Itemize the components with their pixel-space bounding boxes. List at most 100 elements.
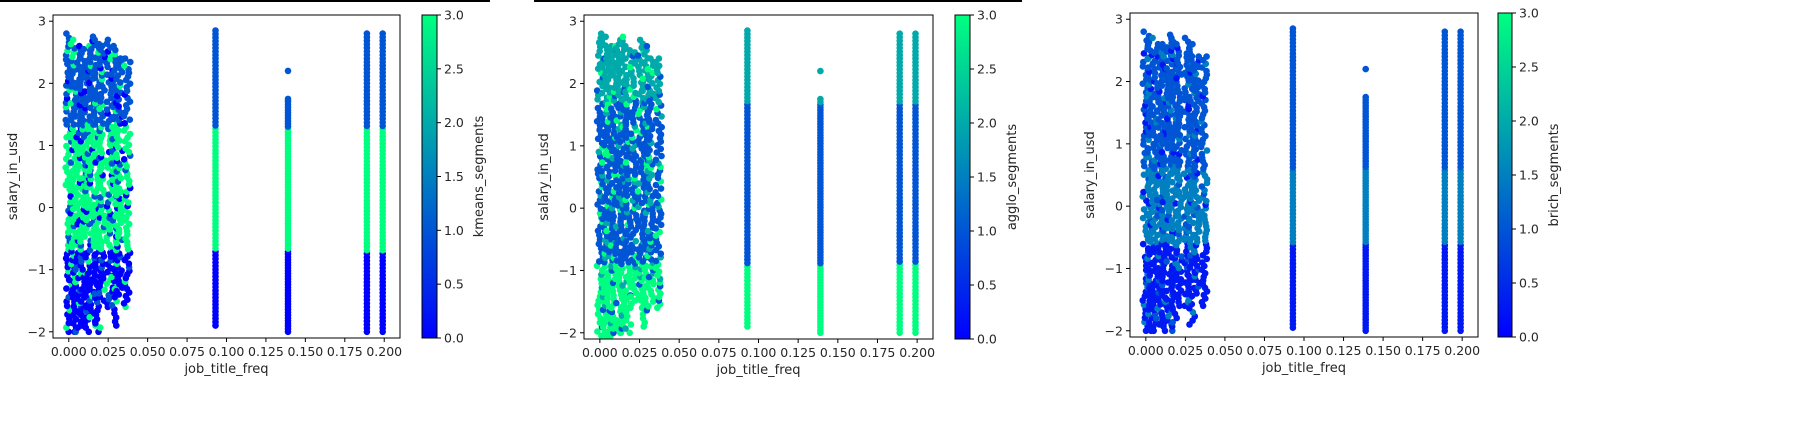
x-tick-label: 0.000 xyxy=(582,345,618,360)
data-point xyxy=(1140,188,1147,196)
data-point xyxy=(744,27,751,34)
data-point xyxy=(1153,196,1161,204)
data-point xyxy=(103,106,111,113)
data-point xyxy=(594,104,602,112)
data-point xyxy=(1149,103,1156,110)
data-point xyxy=(113,287,120,295)
data-point xyxy=(1168,204,1175,211)
data-point xyxy=(96,61,103,68)
data-point xyxy=(363,30,371,37)
data-point xyxy=(1149,34,1156,42)
y-tick-label: 3 xyxy=(38,14,46,29)
data-point xyxy=(1144,55,1151,63)
data-point xyxy=(612,223,620,230)
data-point xyxy=(95,290,103,297)
data-point xyxy=(80,45,88,53)
data-point xyxy=(634,52,642,59)
data-point xyxy=(121,55,129,62)
x-tick-label: 0.200 xyxy=(366,344,402,359)
colorbar-3 xyxy=(1497,12,1513,338)
data-points-1 xyxy=(62,27,387,336)
data-point xyxy=(595,258,603,265)
data-point xyxy=(113,151,120,158)
data-point xyxy=(1168,195,1175,203)
colorbar-tick-label: 2.0 xyxy=(1519,114,1539,129)
data-point xyxy=(71,113,79,120)
data-point xyxy=(617,157,625,165)
y-tick-label: −1 xyxy=(559,263,577,278)
y-tick-label: 0 xyxy=(38,200,46,215)
colorbar-tick-label: 0.0 xyxy=(1519,330,1539,345)
data-point xyxy=(622,55,629,62)
data-point xyxy=(1198,150,1206,158)
data-point xyxy=(1145,246,1152,254)
colorbar-tick-label: 2.5 xyxy=(444,61,464,76)
data-point xyxy=(95,231,103,238)
data-point xyxy=(653,105,660,113)
data-point xyxy=(1191,200,1198,208)
data-point xyxy=(655,55,663,62)
data-point xyxy=(613,299,620,307)
data-point xyxy=(63,30,70,37)
data-point xyxy=(1190,219,1197,227)
data-point xyxy=(1168,34,1175,42)
data-point xyxy=(1158,310,1166,318)
data-point xyxy=(607,105,615,112)
data-point xyxy=(91,36,98,44)
x-tick-label: 0.175 xyxy=(327,344,363,359)
colorbar-tick-label: 2.5 xyxy=(1519,60,1539,75)
x-tick-label: 0.075 xyxy=(169,344,205,359)
x-tick-label: 0.100 xyxy=(209,344,245,359)
colorbar-tick-label: 0.5 xyxy=(1519,276,1539,291)
x-tick-label: 0.025 xyxy=(622,345,658,360)
data-point xyxy=(603,164,610,172)
x-tick-label: 0.150 xyxy=(820,345,856,360)
data-point xyxy=(91,277,99,285)
colorbar-tick-label: 0.0 xyxy=(977,332,997,347)
x-tick-label: 0.050 xyxy=(661,345,697,360)
y-axis-label: salary_in_usd xyxy=(537,133,552,220)
colorbar-tick-label: 3.0 xyxy=(1519,6,1539,21)
data-point xyxy=(1173,272,1180,279)
x-tick-label: 0.050 xyxy=(130,344,166,359)
data-point xyxy=(613,257,621,264)
data-point xyxy=(1203,53,1210,60)
x-tick-label: 0.200 xyxy=(899,345,935,360)
data-point xyxy=(1190,101,1198,108)
colorbar-tick-label: 2.5 xyxy=(977,62,997,77)
data-point xyxy=(614,83,621,90)
data-point xyxy=(622,117,629,125)
x-tick-label: 0.050 xyxy=(1207,343,1243,358)
x-axis-label: job_title_freq xyxy=(1261,361,1346,376)
data-point xyxy=(1362,65,1369,73)
data-point xyxy=(612,316,620,324)
data-point xyxy=(1159,198,1167,206)
data-point xyxy=(644,83,652,91)
x-tick-label: 0.075 xyxy=(1247,343,1283,358)
x-tick-label: 0.100 xyxy=(1286,343,1322,358)
scatter-panel-1: 0.000 0.025 0.050 0.075 0.100 0.125 0.150 0.175… xyxy=(6,8,487,378)
data-point xyxy=(90,201,98,209)
data-point xyxy=(1289,25,1297,32)
x-tick-label: 0.150 xyxy=(1365,343,1401,358)
data-point xyxy=(113,239,120,247)
x-tick-label: 0.125 xyxy=(248,344,284,359)
x-tick-label: 0.025 xyxy=(90,344,126,359)
data-point xyxy=(622,287,629,295)
data-point xyxy=(1145,170,1153,177)
data-point xyxy=(1158,207,1166,214)
data-point xyxy=(608,179,616,187)
data-point xyxy=(598,89,606,97)
data-point xyxy=(1185,272,1193,280)
data-point xyxy=(1190,67,1198,74)
data-point xyxy=(91,150,98,158)
data-point xyxy=(1158,112,1165,119)
data-point xyxy=(1169,319,1176,326)
data-point xyxy=(598,37,606,45)
data-point xyxy=(1441,28,1449,35)
colorbar-tick-label: 0.5 xyxy=(444,277,464,292)
data-point xyxy=(86,196,93,204)
data-point xyxy=(658,152,665,160)
data-point xyxy=(126,116,134,123)
data-point xyxy=(1168,217,1176,224)
